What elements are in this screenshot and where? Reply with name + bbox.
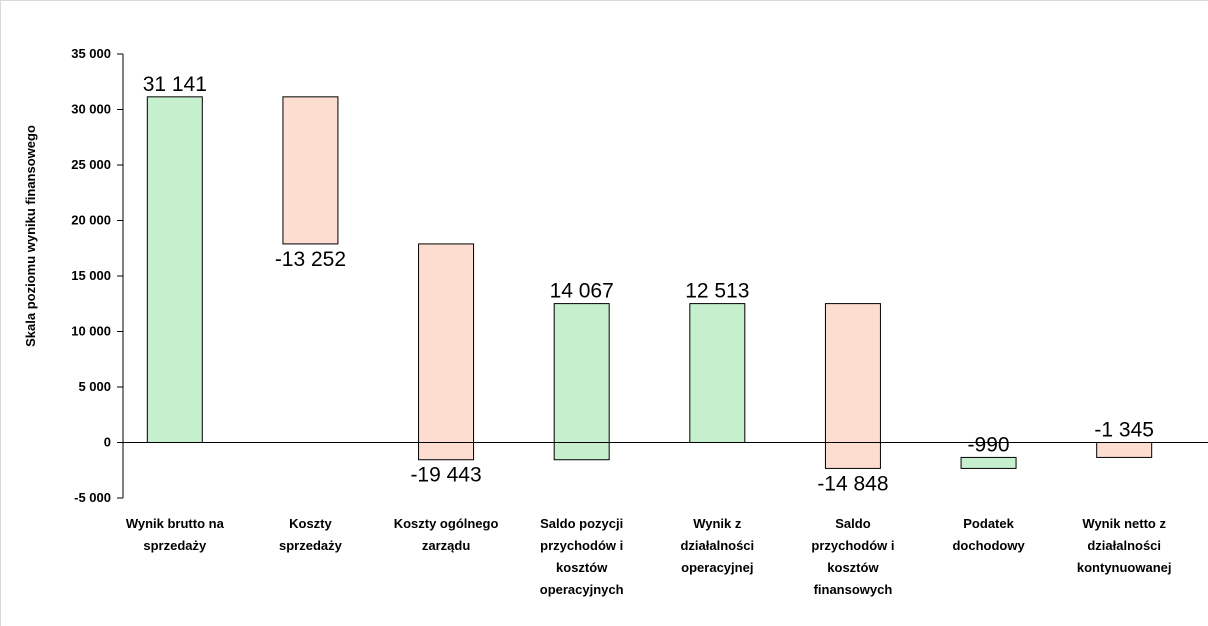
waterfall-bar: [824, 303, 881, 469]
category-labels-group: Wynik brutto na sprzedaży Koszty sprzedaży K…: [126, 516, 1172, 597]
category-label: Saldo przychodów i kosztów finansowych: [811, 516, 894, 597]
category-label: Wynik z działalności operacyjnej: [680, 516, 754, 575]
data-label: -13 252: [275, 248, 346, 271]
y-tick-label: 15 000: [71, 268, 111, 283]
data-label: -1 345: [1094, 419, 1154, 442]
category-label: Podatek dochodowy: [952, 516, 1025, 553]
bars-group: [146, 96, 1153, 469]
category-label: Koszty ogólnego zarządu: [394, 516, 499, 553]
category-label: Wynik netto z działalności kontynuowanej: [1077, 516, 1172, 575]
y-tick-label: 0: [104, 435, 111, 450]
y-tick-label: 5 000: [78, 379, 111, 394]
y-tick-label: 35 000: [71, 46, 111, 61]
y-tick-label: 25 000: [71, 157, 111, 172]
data-label: -990: [968, 433, 1010, 456]
category-label: Wynik brutto na sprzedaży: [126, 516, 225, 553]
data-labels-group: 31 141 -13 252 -19 443 14 067 12 513 -14 848 -…: [143, 73, 1154, 496]
waterfall-bar: [418, 243, 475, 461]
category-label: Saldo pozycji przychodów i kosztów operacyj…: [540, 516, 624, 597]
y-axis: 35 000 30 000 25 000 20 000 15 000 10 000 5 00…: [71, 46, 124, 505]
data-label: 31 141: [143, 73, 207, 96]
y-tick-label: 30 000: [71, 102, 111, 117]
data-label: 14 067: [550, 280, 614, 303]
waterfall-bar: [146, 96, 203, 443]
y-tick-label: 20 000: [71, 213, 111, 228]
data-label: 12 513: [685, 280, 749, 303]
waterfall-bar: [1096, 442, 1153, 458]
y-tick-label: -5 000: [74, 490, 111, 505]
waterfall-bar: [960, 456, 1017, 469]
data-label: -19 443: [410, 464, 481, 487]
data-label: -14 848: [817, 472, 888, 495]
waterfall-bar: [282, 96, 339, 245]
waterfall-bar: [553, 303, 610, 461]
category-label: Koszty sprzedaży: [279, 516, 343, 553]
y-tick-label: 10 000: [71, 324, 111, 339]
waterfall-bar: [689, 303, 746, 444]
y-axis-title: Skala poziomu wyniku finansowego: [23, 125, 38, 347]
